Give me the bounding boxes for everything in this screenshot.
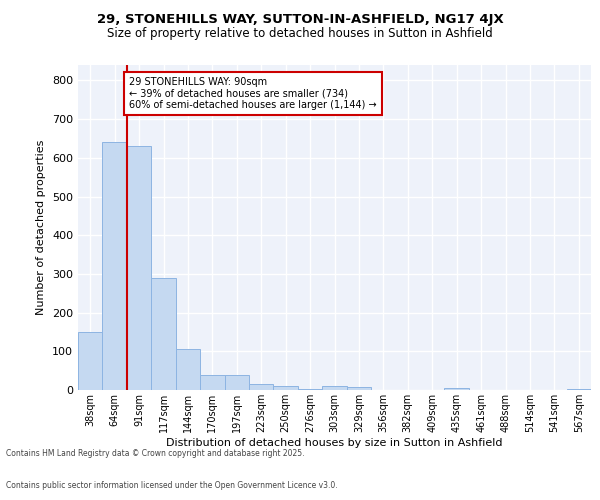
- Text: Size of property relative to detached houses in Sutton in Ashfield: Size of property relative to detached ho…: [107, 28, 493, 40]
- Y-axis label: Number of detached properties: Number of detached properties: [37, 140, 46, 315]
- Bar: [566, 389, 591, 390]
- Bar: [298, 389, 322, 390]
- Bar: [224, 374, 249, 390]
- X-axis label: Distribution of detached houses by size in Sutton in Ashfield: Distribution of detached houses by size …: [166, 438, 503, 448]
- Bar: [127, 146, 151, 390]
- Bar: [347, 387, 371, 390]
- Bar: [151, 278, 176, 390]
- Bar: [176, 350, 200, 390]
- Bar: [78, 332, 103, 390]
- Bar: [200, 374, 224, 390]
- Bar: [249, 384, 274, 390]
- Text: 29 STONEHILLS WAY: 90sqm
← 39% of detached houses are smaller (734)
60% of semi-: 29 STONEHILLS WAY: 90sqm ← 39% of detach…: [130, 76, 377, 110]
- Text: Contains HM Land Registry data © Crown copyright and database right 2025.: Contains HM Land Registry data © Crown c…: [6, 448, 305, 458]
- Bar: [274, 386, 298, 390]
- Bar: [103, 142, 127, 390]
- Bar: [322, 386, 347, 390]
- Bar: [445, 388, 469, 390]
- Text: Contains public sector information licensed under the Open Government Licence v3: Contains public sector information licen…: [6, 481, 338, 490]
- Text: 29, STONEHILLS WAY, SUTTON-IN-ASHFIELD, NG17 4JX: 29, STONEHILLS WAY, SUTTON-IN-ASHFIELD, …: [97, 12, 503, 26]
